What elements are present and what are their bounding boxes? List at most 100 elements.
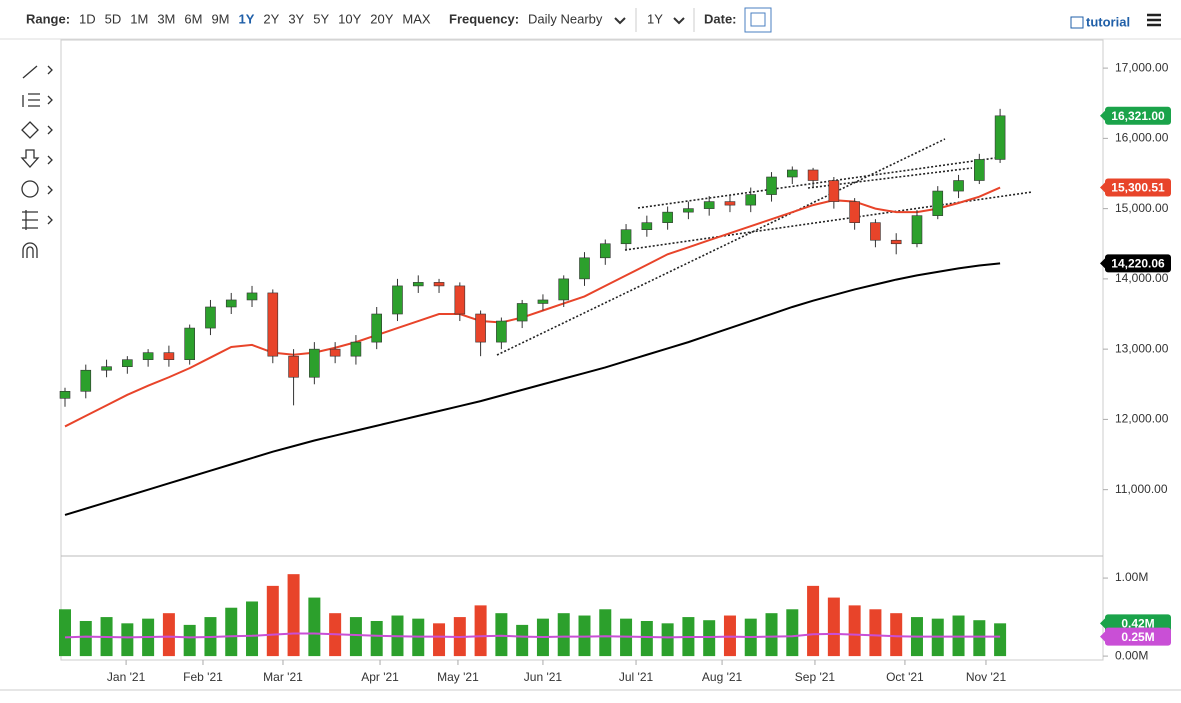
trend-line	[624, 191, 1033, 251]
price-badge	[1105, 106, 1171, 125]
candle-body	[994, 115, 1006, 160]
volume-bar	[994, 623, 1007, 657]
candle-body	[267, 292, 279, 357]
y-tick-label: 16,000.00	[1115, 131, 1169, 145]
candle-body	[849, 201, 860, 223]
badge-pointer	[1100, 618, 1105, 629]
price-badge-label: 16,321.00	[1111, 109, 1165, 123]
range-button[interactable]: 1M	[130, 11, 148, 26]
period-select[interactable]: 1Y	[647, 11, 663, 26]
candle-body	[163, 352, 175, 360]
candle-body	[454, 285, 466, 315]
volume-bar	[765, 613, 778, 657]
menu-icon[interactable]	[1147, 13, 1161, 27]
range-button[interactable]: 3Y	[288, 11, 304, 26]
badge-pointer	[1100, 258, 1105, 269]
volume-bar	[121, 623, 134, 657]
candle-body	[350, 341, 362, 357]
candle-body	[122, 359, 133, 368]
candle-body	[392, 285, 403, 315]
tool-shape[interactable]	[21, 121, 39, 139]
volume-bar	[266, 585, 279, 657]
candle-body	[329, 348, 341, 357]
tool-magnet[interactable]	[22, 242, 38, 258]
tool-marker[interactable]	[20, 149, 40, 168]
frequency-label: Frequency:	[449, 11, 519, 26]
candle-body	[288, 355, 299, 378]
y-tick-label: 15,000.00	[1115, 201, 1169, 215]
x-tick-label: Jul '21	[619, 670, 654, 684]
candle-body	[309, 348, 320, 378]
volume-bar	[890, 613, 903, 657]
range-button[interactable]: 1D	[79, 11, 96, 26]
range-button[interactable]: 9M	[211, 11, 229, 26]
badge-pointer	[1100, 182, 1105, 193]
volume-bar	[703, 620, 716, 657]
tool-fib[interactable]	[22, 93, 40, 107]
price-badge-label: 0.25M	[1121, 630, 1154, 644]
range-button[interactable]: 2Y	[263, 11, 279, 26]
range-button[interactable]: 10Y	[338, 11, 361, 26]
volume-bar	[495, 613, 508, 657]
frequency-select[interactable]: Daily Nearby	[528, 11, 603, 26]
candle-body	[59, 390, 71, 399]
candle-body	[662, 211, 673, 223]
candle-body	[828, 180, 840, 202]
candle-body	[142, 352, 154, 360]
tool-line[interactable]	[22, 65, 38, 79]
candle-body	[80, 369, 92, 392]
x-tick-label: Mar '21	[263, 670, 303, 684]
range-label: Range:	[26, 11, 70, 26]
x-tick-label: Sep '21	[795, 670, 836, 684]
candle-body	[766, 176, 777, 195]
volume-tick-label: 1.00M	[1115, 570, 1148, 584]
x-tick-label: Feb '21	[183, 670, 223, 684]
date-button[interactable]	[744, 7, 772, 33]
drawing-tools	[20, 65, 53, 258]
range-button[interactable]: MAX	[402, 11, 431, 26]
range-button[interactable]: 20Y	[370, 11, 393, 26]
volume-bar	[433, 623, 446, 657]
volume-bar	[370, 620, 383, 657]
x-tick-label: Aug '21	[702, 670, 743, 684]
volume-bar	[516, 624, 529, 657]
dropdown-arrow	[614, 17, 626, 25]
range-button[interactable]: 5Y	[313, 11, 329, 26]
volume-bar	[557, 613, 570, 657]
badge-pointer	[1100, 110, 1105, 121]
candle-body	[475, 313, 486, 343]
candle-body	[184, 327, 195, 360]
tutorial-link[interactable]: tutorial	[1086, 14, 1130, 29]
volume-bar	[661, 623, 674, 657]
candle-body	[516, 303, 528, 322]
volume-tick-label: 0.00M	[1115, 648, 1148, 662]
tool-lines[interactable]	[22, 210, 38, 230]
tool-arrow	[47, 125, 53, 135]
candle-body	[703, 201, 715, 209]
volume-bar	[973, 620, 986, 657]
price-badge	[1105, 627, 1171, 646]
candle-body	[620, 229, 632, 245]
candle-body	[101, 366, 112, 371]
price-badge-label: 14,220.06	[1111, 257, 1165, 271]
candle-body	[371, 313, 383, 343]
range-button[interactable]: 5D	[105, 11, 122, 26]
candle-body	[953, 180, 964, 192]
volume-bar	[308, 597, 321, 657]
volume-bar	[807, 585, 820, 657]
tutorial-icon	[1070, 16, 1084, 29]
tool-arrow	[47, 185, 53, 195]
volume-bar	[827, 597, 840, 657]
volume-bar	[599, 609, 612, 657]
trend-line	[496, 138, 946, 356]
range-button[interactable]: 6M	[184, 11, 202, 26]
y-tick-label: 14,000.00	[1115, 271, 1169, 285]
x-tick-label: Oct '21	[886, 670, 924, 684]
range-button[interactable]: 1Y	[239, 11, 255, 26]
range-button[interactable]: 3M	[157, 11, 175, 26]
volume-bar	[183, 624, 196, 657]
candle-body	[558, 278, 570, 301]
candle-body	[225, 299, 237, 308]
tool-number[interactable]	[21, 180, 39, 198]
x-tick-label: Apr '21	[361, 670, 399, 684]
